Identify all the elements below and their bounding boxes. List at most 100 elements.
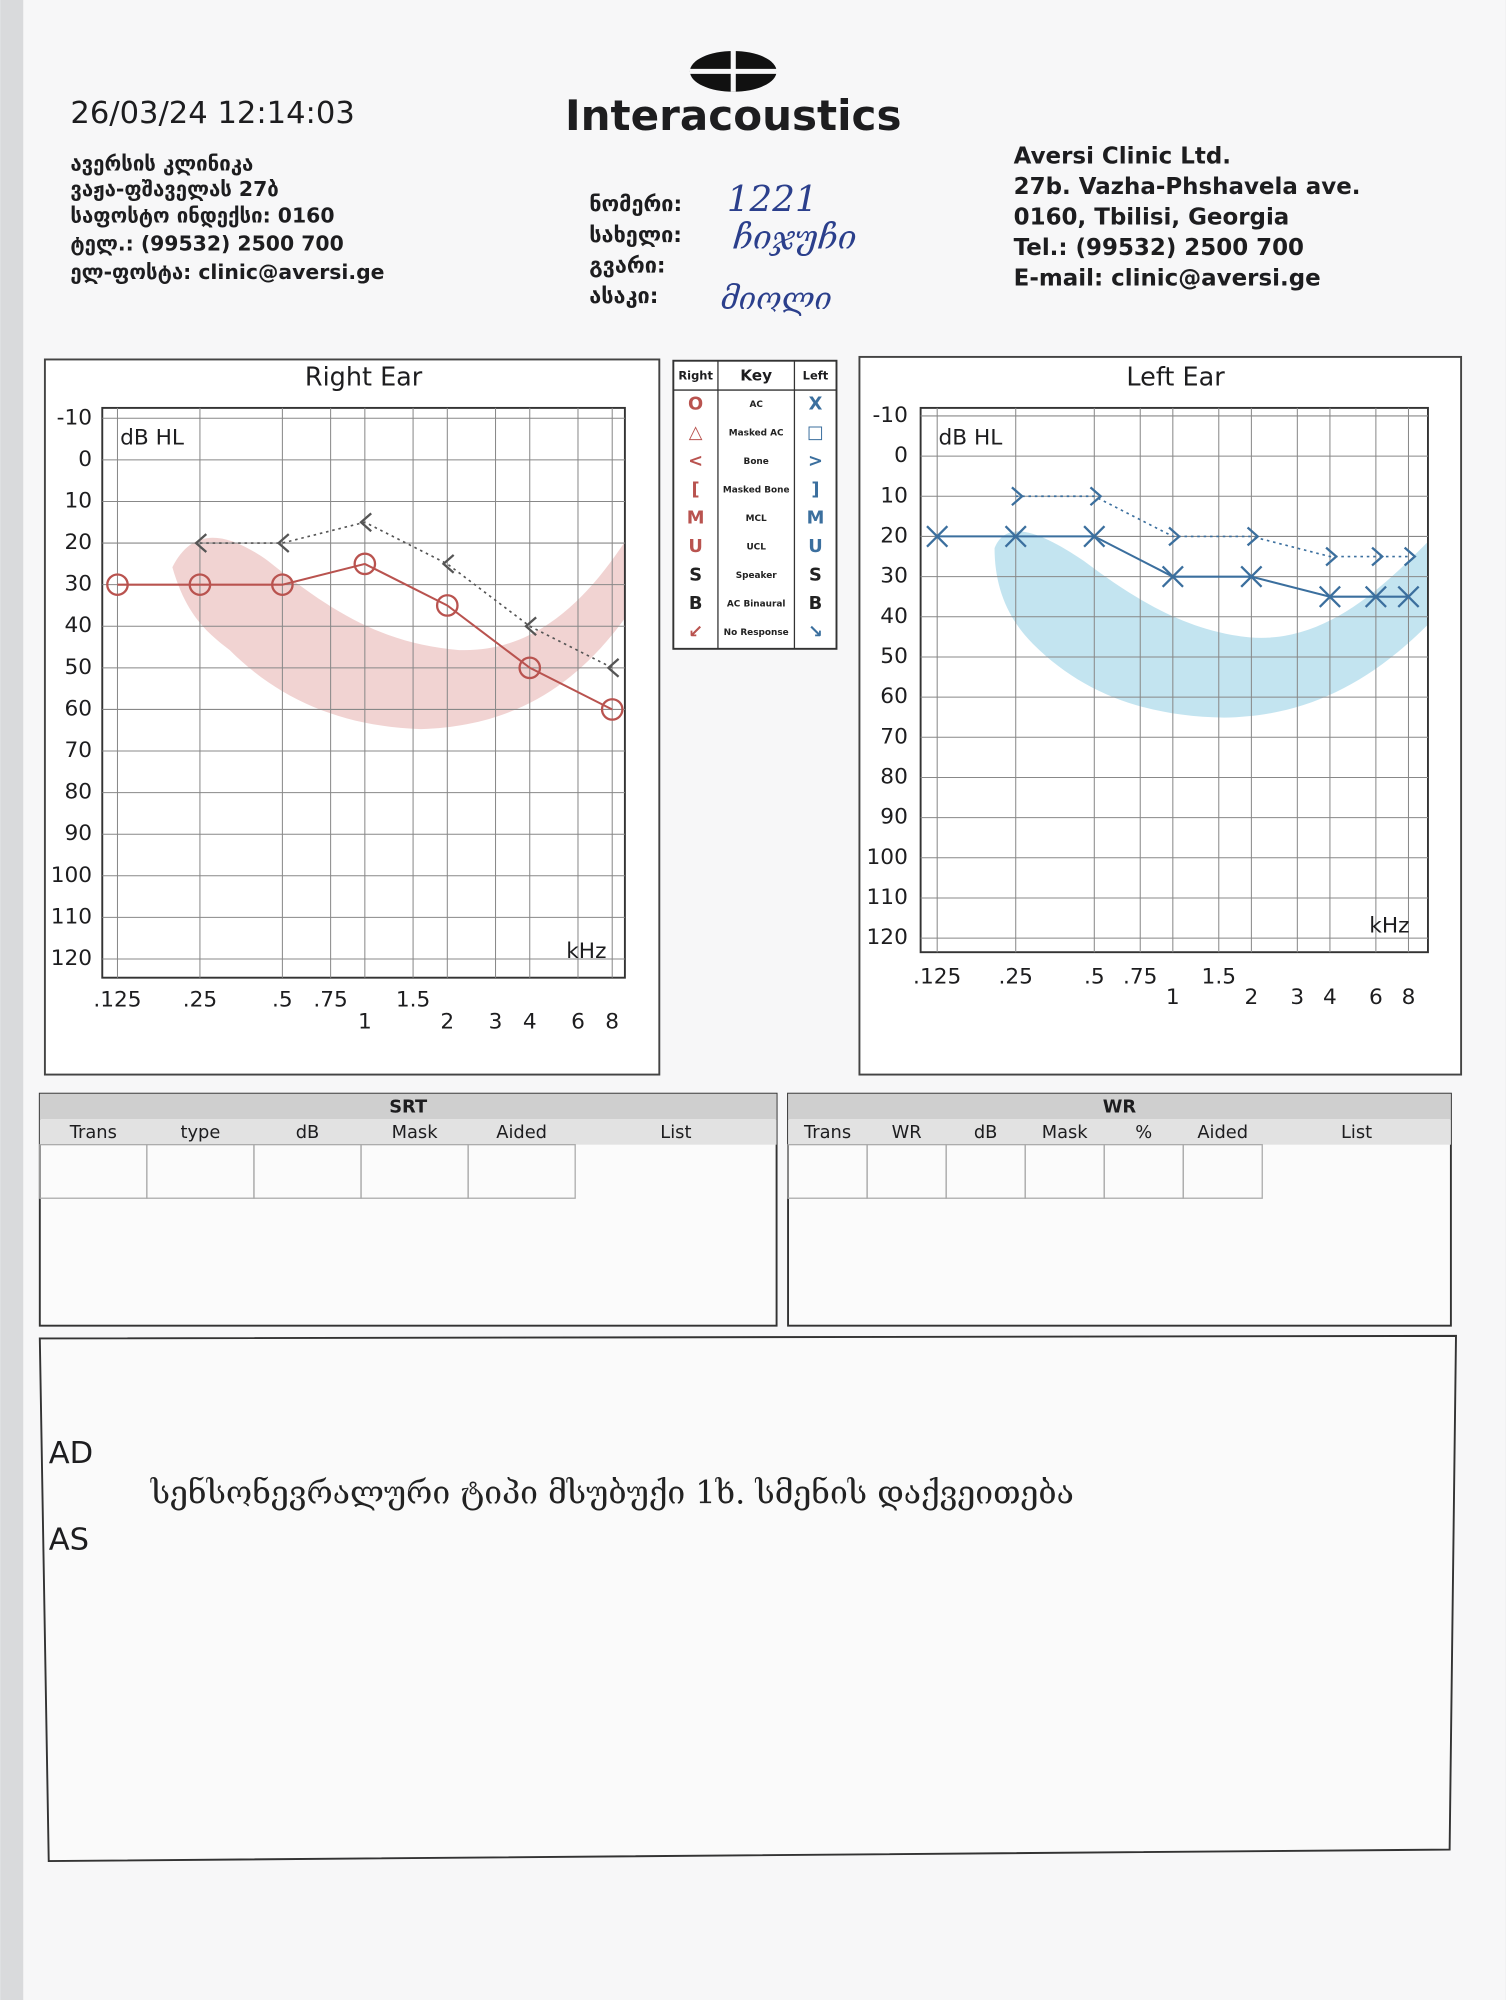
- table-title: SRT: [389, 1097, 428, 1118]
- datetime: 26/03/24 12:14:03: [70, 96, 354, 131]
- x-tick-label: 4: [1323, 985, 1337, 1010]
- address-ka: ტელ.: (99532) 2500 700: [70, 232, 343, 256]
- key-header: Right: [678, 369, 713, 383]
- x-tick-label: 8: [605, 1009, 619, 1034]
- y-tick-label: 60: [880, 684, 908, 709]
- key-symbol: [: [692, 479, 700, 500]
- marker: [606, 658, 620, 678]
- field-label: ასაკი:: [589, 284, 658, 309]
- marker: [1083, 525, 1106, 548]
- brand: Interacoustics: [565, 91, 902, 140]
- key-symbol: O: [688, 393, 703, 414]
- address-en: E-mail: clinic@aversi.ge: [1014, 266, 1321, 292]
- y-tick-label: 120: [867, 925, 908, 950]
- column-header: dB: [296, 1122, 320, 1143]
- diagnosis: სენსონევრალური ტიპი მსუბუქი 1ხ. სმენის დ…: [150, 1474, 1074, 1512]
- y-tick-label: 120: [51, 946, 92, 971]
- marker: [1397, 585, 1420, 608]
- marker: [1011, 486, 1024, 507]
- y-tick-label: 60: [65, 696, 93, 721]
- y-tick-label: -10: [57, 405, 92, 430]
- y-tick-label: 30: [880, 564, 908, 589]
- address-en: 0160, Tbilisi, Georgia: [1014, 204, 1290, 230]
- normal-zone: [172, 537, 625, 730]
- ear-label: AD: [49, 1436, 93, 1471]
- marker: [194, 533, 208, 553]
- ear-label: AS: [49, 1523, 89, 1558]
- y-tick-label: 30: [65, 572, 93, 597]
- symbol-key: Right Key Left O AC X △ Masked AC □ < Bone > [Masked…: [672, 359, 838, 650]
- x-axis-label: kHz: [566, 939, 606, 964]
- y-tick-label: 90: [65, 821, 93, 846]
- marker: [1004, 525, 1027, 548]
- marker: [600, 698, 624, 721]
- normal-zone: [994, 531, 1428, 718]
- address-ka: საფოსტო ინდექსი: 0160: [70, 204, 334, 228]
- field-label: ნომერი:: [589, 192, 682, 217]
- key-symbol: >: [808, 450, 823, 471]
- y-tick-label: 100: [867, 845, 908, 870]
- y-tick-label: 80: [880, 764, 908, 789]
- key-symbol: U: [808, 536, 822, 557]
- x-tick-label: .25: [183, 988, 217, 1013]
- notes-frame: [38, 1334, 1457, 1863]
- chart-title: Left Ear: [1126, 363, 1225, 393]
- column-header: dB: [974, 1122, 998, 1143]
- key-label: MCL: [746, 514, 767, 524]
- key-symbol: X: [809, 393, 823, 414]
- field-value: ჩიჯუჩი: [732, 218, 856, 257]
- column-header: Trans: [803, 1122, 851, 1143]
- column-header: Aided: [496, 1122, 547, 1143]
- field-value: 1221: [727, 179, 818, 220]
- y-tick-label: 10: [880, 483, 908, 508]
- column-header: List: [1341, 1122, 1372, 1143]
- column-header: type: [181, 1122, 221, 1143]
- key-label: AC: [749, 400, 762, 410]
- logo: [689, 50, 777, 92]
- x-tick-label: 1.5: [396, 988, 430, 1013]
- address-ka: ავერსის კლინიკა: [70, 151, 253, 175]
- y-tick-label: 100: [51, 863, 92, 888]
- address-ka: ვაჟა-ფშაველას 27ბ: [70, 177, 278, 201]
- table-header-bar: [788, 1119, 1451, 1145]
- key-symbol: S: [689, 565, 702, 586]
- y-axis-label: dB HL: [938, 425, 1002, 450]
- y-tick-label: 50: [880, 644, 908, 669]
- table-cell: [1182, 1144, 1263, 1199]
- y-axis-label: dB HL: [120, 425, 184, 450]
- y-tick-label: 0: [78, 447, 92, 472]
- key-symbol: △: [689, 422, 703, 443]
- marker: [518, 656, 542, 680]
- y-tick-label: 20: [65, 530, 93, 555]
- key-label: Masked AC: [729, 428, 784, 438]
- table-cell: [467, 1144, 576, 1199]
- x-tick-label: 2: [440, 1009, 454, 1034]
- marker: [441, 554, 455, 574]
- marker: [1240, 565, 1263, 588]
- marker: [1371, 546, 1384, 567]
- x-tick-label: 4: [523, 1009, 537, 1034]
- y-tick-label: -10: [873, 403, 908, 428]
- y-tick-label: 90: [880, 805, 908, 830]
- column-header: Aided: [1197, 1122, 1248, 1143]
- y-tick-label: 110: [867, 885, 908, 910]
- plot-area: [101, 406, 626, 979]
- address-en: Tel.: (99532) 2500 700: [1014, 235, 1304, 261]
- marker: [435, 594, 459, 617]
- marker: [1318, 585, 1341, 608]
- x-axis-label: kHz: [1369, 914, 1409, 939]
- y-tick-label: 40: [65, 613, 93, 638]
- y-tick-label: 50: [65, 655, 93, 680]
- chart-frame: [858, 355, 1463, 1076]
- key-symbol: S: [809, 565, 822, 586]
- table-title-bar: [788, 1093, 1451, 1120]
- series-line: [1015, 495, 1409, 558]
- y-tick-label: 80: [65, 780, 93, 805]
- x-tick-label: 1.5: [1202, 965, 1236, 990]
- marker: [1364, 585, 1387, 608]
- marker: [271, 573, 294, 597]
- field-label: სახელი:: [589, 223, 682, 248]
- marker: [1168, 526, 1181, 547]
- table-title: WR: [1103, 1097, 1137, 1118]
